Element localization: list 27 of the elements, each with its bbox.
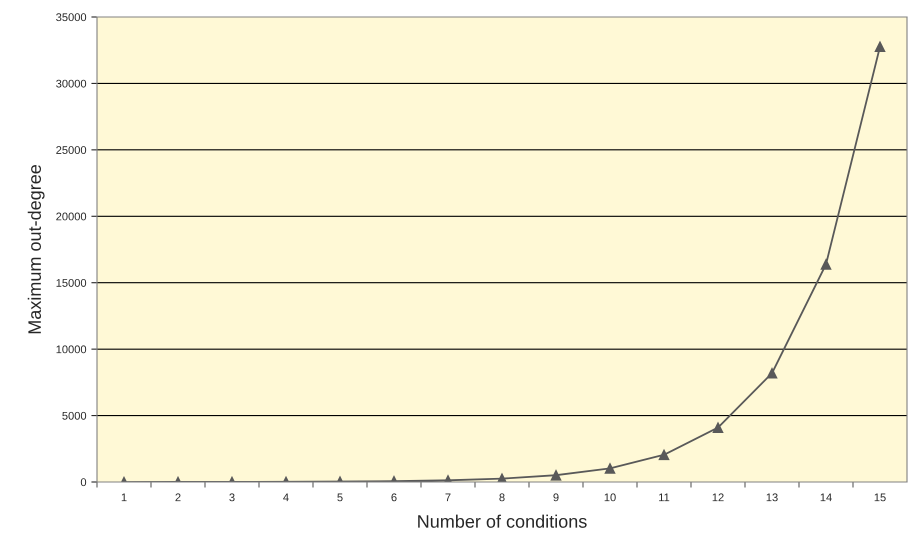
x-axis-title: Number of conditions (418, 514, 587, 528)
x-tick-label: 4 (283, 494, 289, 502)
x-tick-label: 6 (391, 493, 397, 502)
y-tick-label: 20000 (56, 212, 86, 220)
x-tick-label: 1 (122, 494, 127, 502)
x-tick-label: 9 (553, 493, 559, 502)
x-tick-label: 8 (499, 493, 505, 502)
y-tick-label: 30000 (56, 80, 86, 88)
x-tick-label: 12 (712, 493, 724, 502)
x-tick-label: 3 (229, 493, 235, 502)
y-axis-title: Maximum out-degree (28, 165, 45, 334)
x-tick-label: 10 (604, 493, 616, 502)
y-tick-label: 25000 (56, 146, 86, 154)
y-tick-label: 10000 (56, 345, 86, 354)
x-tick-label: 5 (337, 494, 343, 502)
x-tick-label: 7 (445, 494, 451, 502)
point (820, 258, 832, 270)
y-tick-label: 15000 (56, 278, 86, 287)
y-tick-label: 0 (80, 478, 86, 486)
point (874, 41, 886, 52)
y-tick-label: 5000 (62, 412, 86, 420)
x-tick-label: 14 (820, 494, 832, 502)
x-tick-label: 11 (659, 494, 670, 502)
y-tick-label: 35000 (56, 13, 86, 22)
x-tick-label: 13 (766, 493, 778, 502)
x-tick-label: 15 (874, 494, 886, 502)
x-tick-label: 2 (175, 493, 181, 502)
